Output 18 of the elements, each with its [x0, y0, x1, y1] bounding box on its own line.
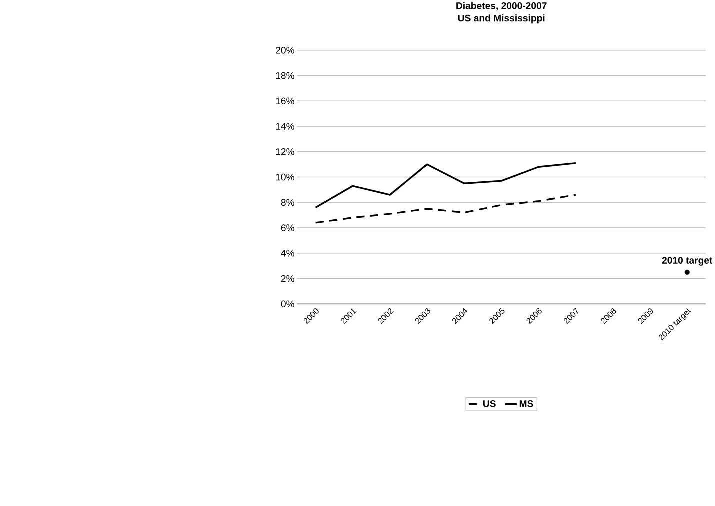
y-tick-label: 8% [281, 199, 294, 206]
y-tick-label: 20% [276, 47, 294, 54]
chart-title: Diabetes, 2000-2007 [456, 2, 547, 11]
line-series [314, 194, 577, 224]
y-tick-label: 2% [281, 275, 294, 282]
annotation: 2010 target [662, 257, 713, 266]
y-tick-label: 16% [276, 98, 294, 105]
y-tick-label: 4% [281, 250, 294, 257]
chart-subtitle: US and Mississippi [458, 14, 545, 24]
y-tick-label: 14% [276, 123, 294, 130]
y-tick-label: 12% [276, 148, 294, 156]
y-tick-label: 10% [276, 174, 294, 181]
y-tick-label: 0% [281, 300, 294, 308]
line-series [314, 162, 577, 209]
y-tick-label: 18% [276, 72, 294, 80]
legend-label: US [484, 400, 496, 408]
legend-label: MS [520, 400, 534, 408]
y-tick-label: 6% [281, 224, 294, 232]
